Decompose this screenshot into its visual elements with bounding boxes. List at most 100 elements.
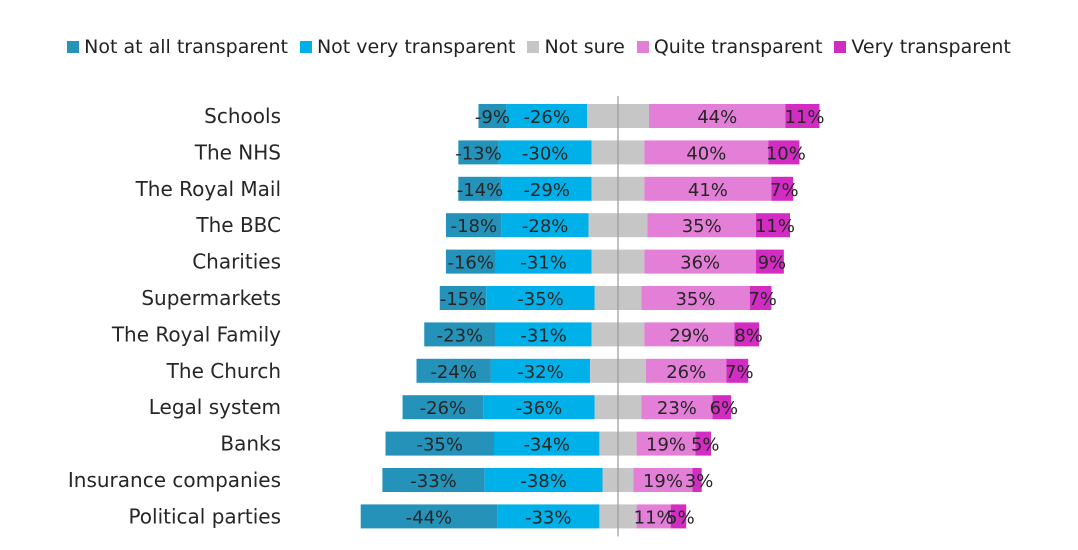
- bar-very[interactable]: [749, 286, 772, 310]
- data-label-not-at-all: -16%: [447, 253, 494, 274]
- legend-label-very: Very transparent: [851, 36, 1011, 58]
- data-label-very: 7%: [748, 289, 777, 310]
- bar-not-at-all[interactable]: [439, 286, 487, 310]
- bar-quite[interactable]: [644, 249, 756, 274]
- bar-very[interactable]: [695, 431, 712, 456]
- category-label: Legal system: [149, 395, 281, 419]
- bar-not-at-all[interactable]: [424, 322, 496, 347]
- data-label-not-very: -38%: [520, 471, 567, 492]
- data-label-very: 10%: [766, 143, 806, 164]
- bar-quite[interactable]: [647, 213, 756, 238]
- bar-not-very[interactable]: [494, 431, 600, 456]
- data-label-not-at-all: -14%: [457, 180, 504, 201]
- bar-not-very[interactable]: [484, 468, 603, 492]
- legend-item-very[interactable]: Very transparent: [834, 36, 1011, 58]
- bar-not-very[interactable]: [497, 504, 600, 529]
- data-label-very: 7%: [725, 362, 754, 383]
- bar-not-at-all[interactable]: [445, 213, 502, 238]
- data-label-not-at-all: -24%: [430, 362, 477, 383]
- legend-swatch-quite: [636, 41, 649, 53]
- legend-swatch-not-at-all: [67, 41, 80, 53]
- data-label-very: 7%: [770, 180, 799, 201]
- category-label: Charities: [192, 250, 281, 274]
- data-label-not-very: -36%: [516, 398, 563, 419]
- data-label-not-very: -28%: [522, 216, 569, 237]
- bar-not-very[interactable]: [506, 104, 587, 128]
- legend-swatch-very: [834, 41, 847, 53]
- bar-very[interactable]: [734, 322, 760, 347]
- bar-quite[interactable]: [633, 468, 693, 492]
- bar-quite[interactable]: [636, 504, 671, 529]
- data-label-not-at-all: -44%: [406, 507, 453, 528]
- bar-not-very[interactable]: [483, 395, 595, 420]
- bar-not-very[interactable]: [486, 286, 595, 310]
- bar-not-very[interactable]: [498, 140, 592, 165]
- bar-quite[interactable]: [645, 358, 727, 383]
- bar-not-at-all[interactable]: [478, 104, 507, 128]
- bar-not-at-all[interactable]: [416, 358, 491, 383]
- bar-quite[interactable]: [636, 431, 696, 456]
- category-label: The Royal Mail: [135, 177, 281, 201]
- legend-item-not-at-all[interactable]: Not at all transparent: [67, 36, 288, 58]
- bar-not-at-all[interactable]: [458, 140, 499, 165]
- data-label-not-very: -31%: [520, 325, 567, 346]
- legend-item-not-very[interactable]: Not very transparent: [299, 36, 516, 58]
- data-label-not-very: -29%: [523, 180, 570, 201]
- bar-quite[interactable]: [641, 286, 750, 310]
- data-label-not-at-all: -9%: [475, 107, 510, 128]
- category-label: Insurance companies: [68, 468, 281, 492]
- legend-item-not-sure[interactable]: Not sure: [527, 36, 625, 58]
- bar-very[interactable]: [755, 249, 784, 274]
- data-label-not-at-all: -35%: [416, 435, 463, 456]
- data-label-not-at-all: -33%: [410, 471, 457, 492]
- bar-not-at-all[interactable]: [402, 395, 484, 420]
- data-label-not-at-all: -15%: [440, 289, 487, 310]
- legend-label-not-at-all: Not at all transparent: [84, 36, 288, 58]
- bar-very[interactable]: [726, 358, 749, 383]
- data-label-quite: 23%: [657, 398, 697, 419]
- data-label-quite: 29%: [669, 325, 709, 346]
- bar-not-very[interactable]: [495, 322, 592, 347]
- bar-quite[interactable]: [641, 395, 713, 420]
- legend-item-quite[interactable]: Quite transparent: [636, 36, 823, 58]
- bar-not-at-all[interactable]: [385, 431, 495, 456]
- bar-not-at-all[interactable]: [458, 176, 502, 201]
- legend-label-not-very: Not very transparent: [316, 36, 516, 58]
- data-label-very: 5%: [666, 507, 695, 528]
- bar-not-at-all[interactable]: [445, 249, 496, 274]
- bar-very[interactable]: [771, 176, 794, 201]
- data-label-not-very: -33%: [525, 507, 572, 528]
- chart-legend: Not at all transparent Not very transpar…: [0, 33, 1078, 61]
- data-label-very: 9%: [758, 253, 787, 274]
- category-label: Banks: [220, 432, 281, 456]
- bar-not-very[interactable]: [490, 358, 591, 383]
- data-label-very: 5%: [691, 435, 720, 456]
- bar-very[interactable]: [692, 468, 702, 492]
- data-label-not-at-all: -26%: [420, 398, 467, 419]
- bar-quite[interactable]: [649, 104, 786, 128]
- bar-not-at-all[interactable]: [382, 468, 485, 492]
- bar-not-very[interactable]: [501, 176, 592, 201]
- data-label-not-very: -26%: [523, 107, 570, 128]
- bar-very[interactable]: [755, 213, 791, 238]
- bar-not-very[interactable]: [501, 213, 589, 238]
- category-label: Supermarkets: [141, 286, 281, 310]
- bar-very[interactable]: [712, 395, 732, 420]
- category-label: Schools: [204, 104, 281, 128]
- data-label-not-very: -32%: [517, 362, 564, 383]
- legend-label-quite: Quite transparent: [653, 36, 823, 58]
- bar-very[interactable]: [785, 104, 820, 128]
- bar-not-at-all[interactable]: [360, 504, 498, 529]
- bar-quite[interactable]: [644, 322, 735, 347]
- category-label: The Royal Family: [111, 322, 281, 346]
- bar-quite[interactable]: [644, 176, 772, 201]
- bar-very[interactable]: [670, 504, 687, 529]
- bar-quite[interactable]: [644, 140, 769, 165]
- data-label-not-at-all: -13%: [455, 143, 502, 164]
- data-label-very: 6%: [710, 398, 739, 419]
- data-label-quite: 19%: [643, 471, 683, 492]
- bar-not-very[interactable]: [495, 249, 592, 274]
- data-label-very: 3%: [685, 471, 714, 492]
- data-label-quite: 35%: [682, 216, 722, 237]
- bar-very[interactable]: [768, 140, 800, 165]
